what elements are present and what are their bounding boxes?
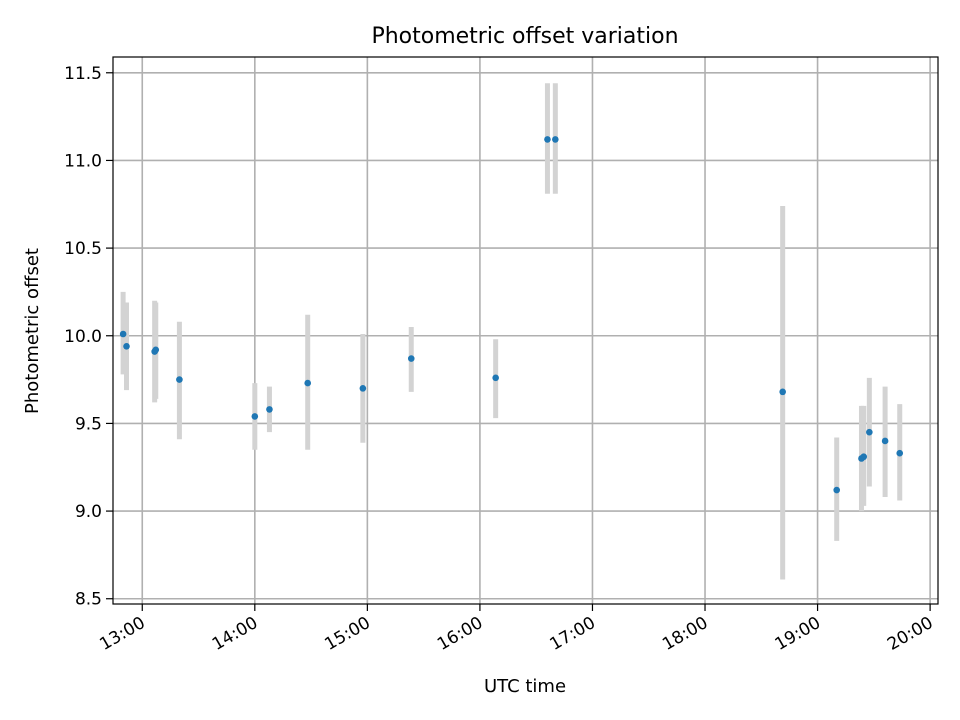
x-axis-label: UTC time [484, 676, 566, 697]
y-tick-label: 9.5 [75, 414, 102, 434]
y-tick-label: 8.5 [75, 590, 102, 610]
data-point [833, 486, 841, 494]
data-point [359, 385, 367, 392]
data-point [866, 428, 873, 436]
y-tick-label: 10.5 [64, 239, 102, 259]
data-points [119, 136, 904, 494]
plot-background [113, 57, 938, 604]
data-point [119, 330, 127, 338]
data-point [251, 413, 259, 420]
data-point [896, 449, 904, 457]
data-point [176, 376, 183, 383]
data-point [544, 136, 551, 143]
y-tick-label: 9.0 [75, 502, 102, 522]
data-point [304, 379, 312, 387]
chart-title: Photometric offset variation [371, 24, 678, 49]
data-point [492, 374, 499, 382]
data-point [152, 346, 160, 354]
y-axis-label: Photometric offset [22, 248, 43, 414]
data-point [860, 453, 868, 461]
y-tick-label: 11.5 [64, 64, 102, 84]
y-axis-ticks: 8.5 9.0 9.5 10.0 10.5 11.0 11.5 [64, 64, 113, 610]
data-point [779, 388, 786, 396]
y-tick-label: 10.0 [64, 327, 102, 347]
grid [113, 57, 938, 604]
data-point [123, 342, 130, 350]
plot-area [112, 56, 939, 605]
data-point [552, 136, 559, 143]
data-point [266, 406, 273, 413]
data-point [881, 437, 889, 445]
data-point [407, 355, 415, 362]
y-tick-label: 11.0 [64, 151, 102, 171]
plot-frame [112, 56, 939, 605]
